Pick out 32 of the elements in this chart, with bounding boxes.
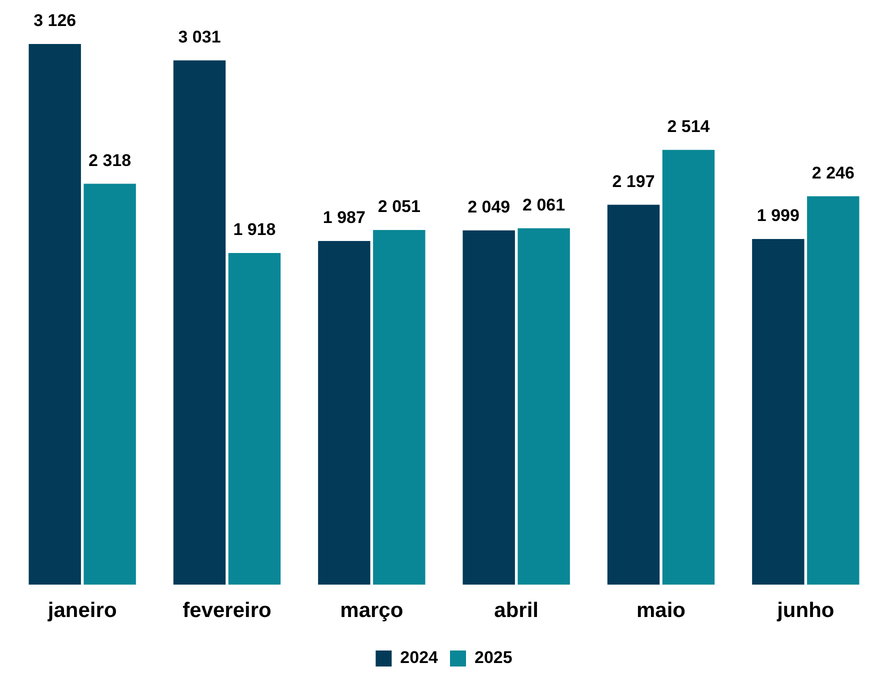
- bar: [318, 241, 370, 585]
- bar: [173, 60, 226, 585]
- data-label: 2 051: [378, 197, 420, 216]
- data-label: 2 318: [88, 150, 132, 170]
- bar: [752, 238, 804, 585]
- bar: [228, 252, 281, 585]
- bar: [807, 196, 860, 585]
- bar: [28, 44, 81, 585]
- x-tick-label: março: [340, 599, 404, 622]
- bar: [607, 204, 660, 585]
- data-label: 2 197: [612, 172, 655, 191]
- x-tick-label: janeiro: [46, 599, 117, 622]
- x-tick-label: junho: [776, 599, 834, 622]
- bar: [518, 228, 570, 585]
- legend-label: 2025: [474, 648, 512, 668]
- bar: [84, 184, 136, 585]
- data-label: 3 031: [178, 28, 221, 47]
- x-tick-label: fevereiro: [182, 599, 272, 622]
- data-label: 2 061: [522, 195, 566, 214]
- bar: [662, 150, 715, 585]
- bar: [462, 230, 515, 585]
- data-label: 1 999: [756, 206, 800, 226]
- data-label: 1 987: [322, 208, 366, 228]
- data-label: 3 126: [34, 11, 76, 30]
- legend-label: 2024: [400, 648, 439, 668]
- x-tick-label: abril: [494, 599, 539, 622]
- data-label: 2 049: [468, 198, 510, 217]
- bar: [373, 230, 426, 585]
- data-label: 1 918: [233, 220, 276, 240]
- x-tick-label: maio: [636, 599, 686, 622]
- data-label: 2 514: [667, 117, 710, 136]
- data-label: 2 246: [812, 163, 854, 182]
